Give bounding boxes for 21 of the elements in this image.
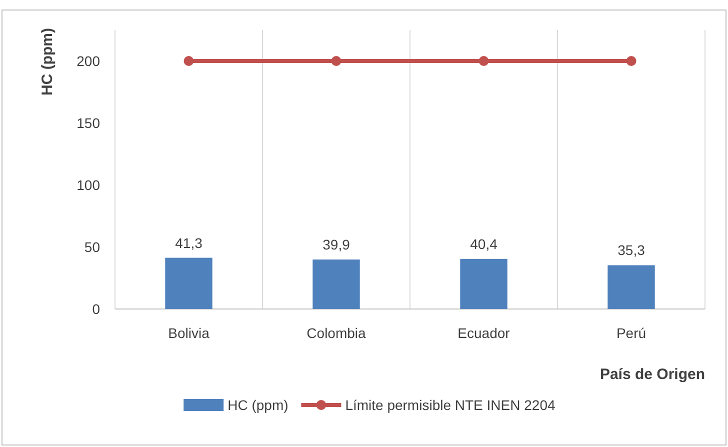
data-label: 40,4 [470, 236, 498, 252]
y-tick-label: 100 [76, 177, 100, 193]
legend-label: HC (ppm) [228, 397, 288, 413]
x-tick-label: Ecuador [458, 325, 510, 341]
x-tick-label: Perú [616, 325, 646, 341]
bar [608, 265, 655, 309]
x-axis-title: País de Origen [600, 366, 705, 383]
bar [460, 258, 508, 309]
y-axis-title: HC (ppm) [39, 28, 56, 96]
data-label: 35,3 [618, 242, 646, 258]
legend-label: Límite permisible NTE INEN 2204 [345, 397, 556, 413]
y-tick-label: 50 [84, 239, 100, 255]
y-tick-label: 0 [92, 301, 100, 317]
bar [312, 260, 360, 309]
y-tick-label: 200 [76, 53, 100, 69]
x-tick-label: Bolivia [168, 325, 210, 341]
x-tick-label: Colombia [306, 325, 366, 341]
data-label: 39,9 [322, 236, 350, 253]
y-tick-label: 150 [76, 115, 100, 131]
bar [165, 258, 212, 309]
data-label: 41,3 [175, 234, 203, 251]
